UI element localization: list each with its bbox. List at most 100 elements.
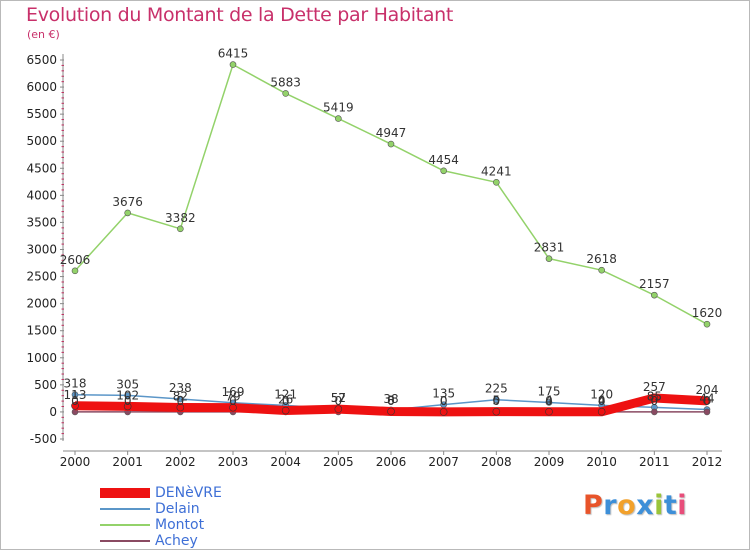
x-tick-label: 2012	[692, 455, 723, 469]
legend-item: Delain	[100, 501, 300, 517]
data-label-achey: 0	[651, 394, 659, 408]
data-point-den-vre	[123, 402, 132, 411]
data-label-montot: 6415	[218, 47, 249, 61]
data-point-den-vre	[597, 407, 606, 416]
x-tick-label: 2011	[639, 455, 670, 469]
x-tick-label: 2008	[481, 455, 512, 469]
data-point-achey	[703, 408, 711, 416]
data-label-montot: 2618	[586, 252, 617, 266]
data-label-achey: 0	[71, 394, 79, 408]
data-point-montot	[71, 267, 79, 275]
legend-item: Montot	[100, 517, 300, 533]
data-point-delain	[124, 392, 131, 399]
x-tick-label: 2003	[218, 455, 249, 469]
data-point-den-vre	[545, 407, 553, 416]
data-label-montot: 3676	[112, 195, 143, 209]
data-label-den-vre: 8	[387, 393, 395, 407]
data-label-achey: 0	[282, 394, 290, 408]
data-label-den-vre: 204	[696, 383, 719, 397]
data-point-montot	[335, 115, 342, 122]
data-label-delain: 57	[331, 391, 346, 405]
x-tick-label: 2009	[534, 455, 565, 469]
data-label-achey: 0	[229, 394, 237, 408]
data-label-achey: 0	[387, 394, 395, 408]
legend-item: Achey	[100, 533, 300, 549]
data-label-delain: 238	[169, 381, 192, 395]
data-label-delain: 225	[485, 382, 508, 396]
y-tick-label: 1000	[26, 351, 57, 365]
data-label-den-vre: 79	[225, 390, 240, 404]
data-point-den-vre	[439, 408, 448, 416]
data-point-delain	[545, 399, 553, 406]
x-axis-ticks: 2000 2001 2002 2003 2004 2005 2006 2007 2008 2009…	[60, 451, 723, 469]
data-label-delain: 318	[64, 377, 87, 391]
data-label-achey: 0	[598, 394, 606, 408]
data-point-montot	[229, 61, 237, 68]
data-point-montot	[282, 90, 289, 97]
data-point-montot	[598, 266, 605, 274]
data-point-montot	[545, 255, 553, 262]
x-tick-label: 2004	[270, 455, 301, 469]
proxiti-logo: Proxiti	[583, 490, 687, 521]
logo-letter: o	[617, 490, 637, 521]
logo-letter: r	[603, 490, 618, 521]
data-label-achey: 0	[545, 394, 553, 408]
data-labels-layer: 2606367633826415588354194947445442412831…	[60, 47, 723, 408]
data-point-den-vre	[703, 397, 711, 405]
data-label-den-vre: 5	[493, 394, 501, 408]
data-label-den-vre: 0	[440, 394, 448, 408]
legend-swatch	[100, 540, 150, 542]
data-point-montot	[177, 225, 184, 233]
y-tick-label: 2500	[26, 270, 57, 284]
data-point-montot	[493, 179, 500, 186]
y-tick-label: 5000	[26, 134, 57, 148]
x-tick-label: 2002	[165, 455, 196, 469]
data-label-achey: 0	[177, 394, 185, 408]
data-label-montot: 5419	[323, 101, 354, 115]
legend-swatch	[100, 508, 150, 510]
x-tick-label: 2001	[112, 455, 143, 469]
data-point-den-vre	[229, 403, 237, 412]
data-label-montot: 4241	[481, 164, 512, 178]
data-label-achey: 0	[703, 394, 711, 408]
logo-letter: i	[654, 490, 664, 521]
data-point-montot	[651, 291, 658, 299]
y-tick-label: 5500	[26, 107, 57, 121]
data-point-den-vre	[492, 407, 501, 416]
data-label-delain: 44	[699, 392, 714, 406]
y-axis-ticks: 6500600055005000450040003500300025002000…	[26, 53, 64, 446]
data-label-den-vre: 113	[64, 388, 87, 402]
data-label-delain: 121	[274, 387, 297, 401]
data-point-den-vre	[176, 403, 185, 412]
data-label-montot: 1620	[692, 306, 723, 320]
y-tick-label: 1500	[26, 324, 57, 338]
data-label-delain: 175	[538, 384, 561, 398]
legend-label: Delain	[155, 501, 200, 517]
data-label-den-vre: 26	[278, 393, 293, 407]
legend-swatch	[100, 524, 150, 526]
data-label-achey: 0	[440, 394, 448, 408]
data-label-montot: 2606	[60, 253, 91, 267]
chart-title: Evolution du Montant de la Dette par Hab…	[26, 4, 454, 26]
data-point-delain	[71, 391, 79, 399]
data-label-den-vre: 257	[643, 380, 666, 394]
y-tick-label: 500	[34, 378, 57, 392]
data-point-montot	[440, 167, 447, 175]
y-tick-label: 3000	[26, 243, 57, 257]
chart-axes	[62, 54, 722, 452]
data-label-montot: 2157	[639, 277, 670, 291]
data-label-delain: 305	[116, 377, 139, 391]
data-label-montot: 4454	[428, 153, 459, 167]
data-label-achey: 0	[493, 394, 501, 408]
logo-letter: P	[583, 490, 604, 521]
data-label-delain: 38	[383, 392, 398, 406]
data-label-den-vre: 102	[116, 388, 139, 402]
legend-item: DENèVRE	[100, 485, 300, 501]
data-point-den-vre	[71, 402, 79, 410]
x-tick-label: 2010	[586, 455, 617, 469]
data-label-delain: 85	[647, 389, 662, 403]
y-tick-label: 4000	[26, 188, 57, 202]
data-label-achey: 0	[335, 394, 343, 408]
data-point-den-vre	[334, 405, 343, 413]
